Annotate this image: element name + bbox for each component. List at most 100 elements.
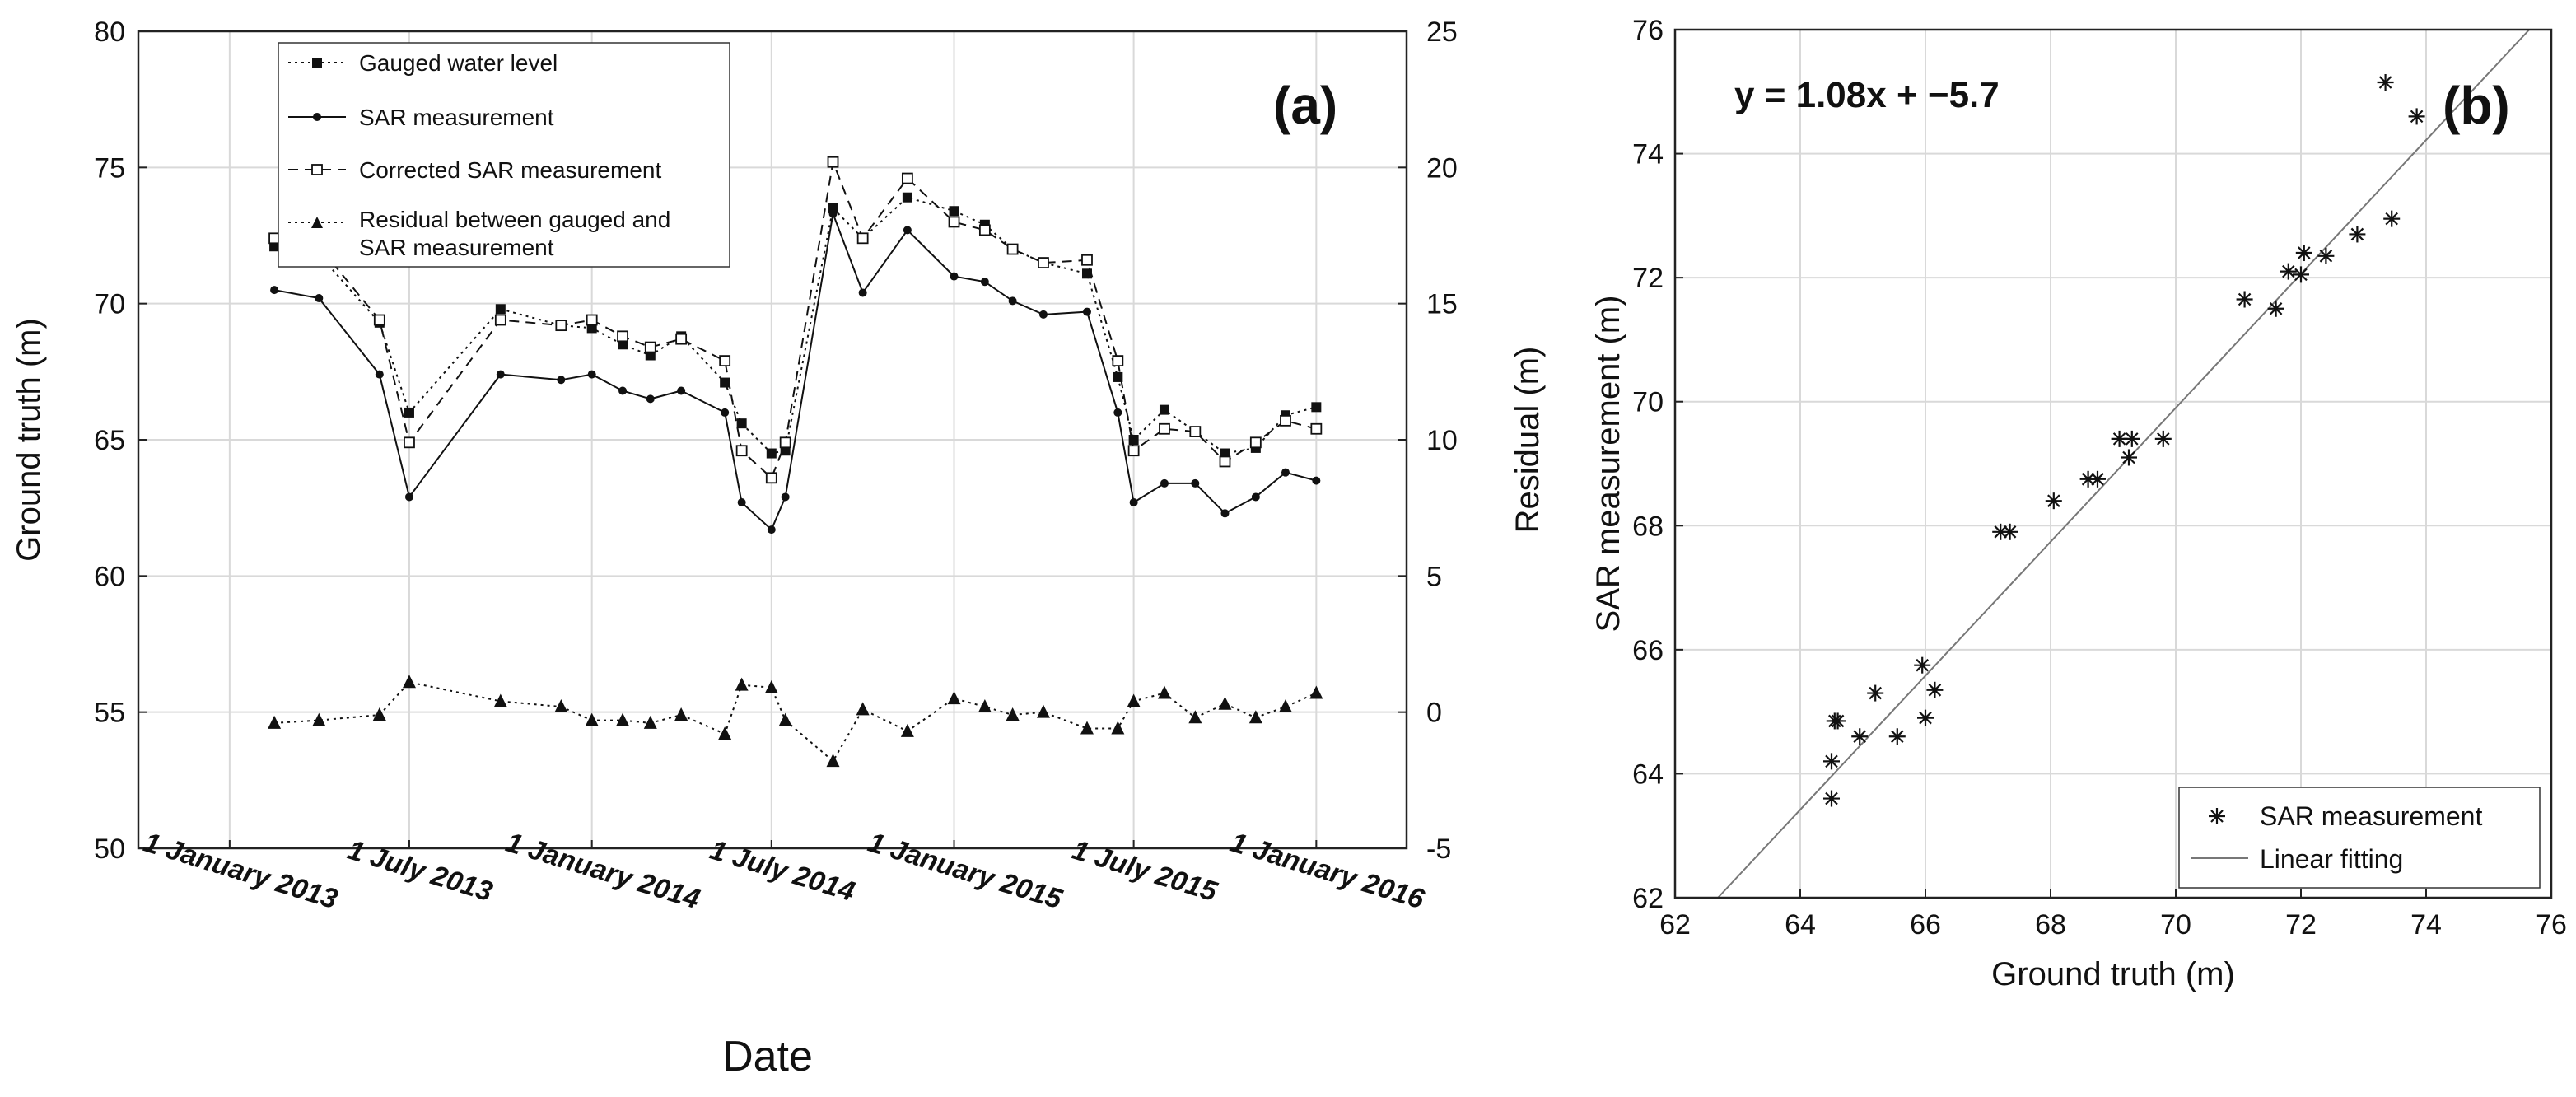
residual-point xyxy=(616,712,630,726)
sar-point xyxy=(270,286,279,295)
corrected-sar-point xyxy=(1310,422,1323,435)
panel-a-right-tick-label: 5 xyxy=(1426,561,1442,592)
sar-point xyxy=(721,408,730,417)
sar-point xyxy=(858,288,867,297)
panel-a-date-tick-label: 1 January 2016 xyxy=(1226,827,1428,916)
sar-point xyxy=(1312,476,1321,485)
residual-point xyxy=(856,702,870,716)
panel-a-date-tick-label: 1 January 2014 xyxy=(502,827,703,916)
panel-a-legend: Gauged water level SAR measurement Corre… xyxy=(278,42,730,268)
scatter-point xyxy=(2121,449,2137,466)
corrected-sar-point xyxy=(948,216,960,228)
residual-point xyxy=(268,715,282,729)
panel-a-x-axis-label: Date xyxy=(722,1033,813,1081)
panel-b-points xyxy=(1823,73,2425,807)
scatter-point xyxy=(2383,210,2401,227)
panel-b-y-tick-label: 74 xyxy=(1632,139,1664,170)
scatter-point xyxy=(2293,266,2309,283)
residual-point xyxy=(1036,704,1050,718)
panel-a-right-tick-label: 25 xyxy=(1426,16,1458,48)
residual-point xyxy=(585,712,599,726)
corrected-sar-point xyxy=(856,232,869,245)
residual-point xyxy=(900,723,914,737)
corrected-sar-point xyxy=(1038,257,1049,268)
corrected-sar-point xyxy=(1006,243,1019,255)
legend-residual-marker xyxy=(311,217,323,228)
panel-a-right-tick-label: 15 xyxy=(1426,289,1458,320)
residual-point xyxy=(778,712,792,726)
scatter-point xyxy=(2089,470,2106,488)
gauged-point xyxy=(780,446,791,456)
panel-a-left-tick-label: 75 xyxy=(94,152,125,184)
panel-b-y-tick-label: 66 xyxy=(1632,635,1664,666)
corrected-sar-point xyxy=(1189,426,1202,437)
panel-b-legend: SAR measurement Linear fitting xyxy=(2178,787,2541,889)
panel-a-label: (a) xyxy=(1273,76,1337,135)
corrected-sar-point xyxy=(765,472,777,484)
corrected-sar-point xyxy=(1219,455,1231,468)
panel-b-y-tick-label: 62 xyxy=(1632,883,1664,914)
panel-b: 62 64 66 68 70 72 74 76 62 64 66 68 70 72 74 76 Ground… xyxy=(1590,15,2567,992)
residual-point xyxy=(554,699,568,713)
panel-b-gridlines xyxy=(1674,29,2552,899)
panel-a-left-tick-label: 80 xyxy=(94,16,125,48)
residual-point xyxy=(978,699,992,713)
scatter-point xyxy=(1888,728,1906,745)
sar-point xyxy=(1220,509,1230,518)
sar-point xyxy=(1191,478,1200,488)
corrected-sar-point xyxy=(827,156,839,168)
sar-point xyxy=(1129,498,1138,507)
panel-b-x-tick-label: 76 xyxy=(2536,909,2567,941)
panel-a-right-tick-label: 0 xyxy=(1426,698,1442,729)
corrected-sar-point xyxy=(1127,445,1140,457)
gauged-point xyxy=(1311,402,1322,413)
panel-a-right-tick-label: -5 xyxy=(1426,833,1451,865)
panel-a-legend-box xyxy=(278,42,730,268)
scatter-point xyxy=(2045,492,2062,510)
gauged-point xyxy=(902,192,912,203)
scatter-point xyxy=(1823,753,1840,770)
scatter-point xyxy=(1917,709,1934,726)
gauged-point xyxy=(736,418,747,429)
panel-b-y-tick-label: 70 xyxy=(1632,387,1664,418)
sar-point xyxy=(980,278,989,287)
panel-b-y-ticks: 62 64 66 68 70 72 74 76 xyxy=(1632,15,1683,914)
residual-point xyxy=(402,675,416,689)
residual-point xyxy=(674,707,688,721)
sar-point xyxy=(557,376,566,385)
sar-point xyxy=(646,394,655,404)
scatter-point xyxy=(2317,247,2335,264)
panel-a-left-tick-label: 55 xyxy=(94,698,125,729)
corrected-sar-point xyxy=(779,436,791,449)
residual-point xyxy=(718,726,732,740)
gauged-point xyxy=(766,448,777,459)
scatter-point xyxy=(2408,108,2425,125)
gauged-point xyxy=(618,339,628,350)
panel-b-y-tick-label: 72 xyxy=(1632,263,1664,294)
corrected-sar-point xyxy=(404,436,415,449)
panel-a-date-tick-label: 1 January 2015 xyxy=(865,827,1066,916)
legend-corrected-marker xyxy=(311,164,323,175)
sar-point xyxy=(375,370,384,379)
legend-b-sar-label: SAR measurement xyxy=(2260,801,2482,831)
corrected-sar-point xyxy=(644,341,656,353)
panel-b-x-tick-label: 70 xyxy=(2160,909,2191,941)
corrected-sar-point xyxy=(1081,254,1093,266)
gauged-point xyxy=(586,323,597,334)
panel-a-right-tick-label: 20 xyxy=(1426,152,1458,184)
sar-point xyxy=(618,386,628,395)
residual-point xyxy=(1309,685,1323,699)
panel-b-x-axis-label: Ground truth (m) xyxy=(1991,956,2235,992)
residual-point xyxy=(1006,707,1020,721)
scatter-point xyxy=(1867,684,1884,702)
panel-a: 50 55 60 65 70 75 80 -5 0 5 10 15 20 25 1 January 20… xyxy=(11,16,1546,1081)
panel-b-y-tick-label: 68 xyxy=(1632,511,1664,542)
panel-b-x-ticks: 62 64 66 68 70 72 74 76 xyxy=(1659,889,2567,941)
corrected-sar-point xyxy=(719,355,731,367)
corrected-sar-point xyxy=(1249,436,1262,449)
panel-b-x-tick-label: 74 xyxy=(2410,909,2442,941)
panel-a-right-ticks: -5 0 5 10 15 20 25 xyxy=(1398,16,1458,865)
series-line-1 xyxy=(273,196,1317,455)
panel-b-label: (b) xyxy=(2443,76,2510,135)
